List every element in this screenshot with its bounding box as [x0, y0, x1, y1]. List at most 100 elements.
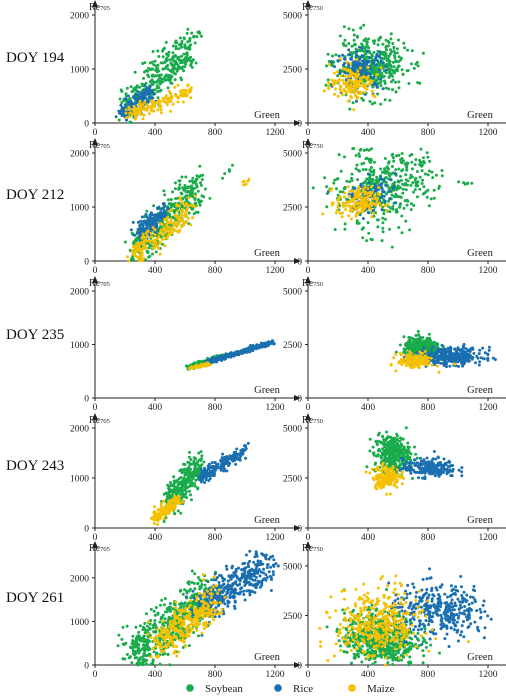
data-point — [129, 85, 133, 89]
data-point — [131, 241, 135, 245]
data-point — [190, 498, 193, 502]
data-point — [391, 60, 395, 64]
data-point — [200, 34, 203, 38]
data-point — [387, 172, 391, 176]
y-tick-label: 1000 — [70, 475, 89, 485]
data-point — [341, 211, 344, 215]
data-point — [382, 212, 386, 216]
data-point — [174, 93, 178, 96]
data-point — [425, 344, 429, 347]
data-point — [186, 475, 190, 479]
data-point — [421, 352, 424, 355]
data-point — [336, 74, 340, 78]
data-point — [343, 74, 347, 78]
data-point — [376, 225, 380, 229]
data-point — [486, 352, 490, 356]
x-tick-label: 1200 — [479, 266, 498, 276]
data-point — [163, 236, 167, 240]
data-point — [360, 64, 364, 68]
data-point — [370, 54, 374, 58]
data-point — [336, 70, 339, 74]
data-point — [221, 452, 225, 456]
data-point — [167, 511, 171, 515]
data-point — [187, 484, 191, 488]
data-point — [195, 174, 199, 178]
data-point — [183, 480, 187, 484]
y-axis-arrow — [305, 0, 311, 7]
data-point — [325, 185, 329, 189]
data-point — [157, 86, 161, 90]
data-point — [373, 194, 376, 197]
data-point — [208, 473, 211, 477]
data-point — [183, 463, 187, 466]
y-tick-label: 1000 — [70, 341, 89, 351]
data-point — [142, 256, 146, 260]
data-point — [348, 87, 351, 91]
data-point — [152, 204, 156, 208]
data-point — [336, 205, 340, 209]
data-point — [390, 193, 394, 197]
data-point — [354, 64, 358, 68]
data-point — [376, 92, 380, 96]
data-point — [343, 222, 347, 226]
data-point — [168, 229, 172, 232]
data-point — [409, 208, 413, 212]
data-point — [381, 61, 384, 65]
data-point — [157, 55, 161, 58]
data-point — [199, 181, 203, 185]
y-axis-label-subscript: 705 — [100, 418, 110, 425]
data-point — [461, 364, 464, 368]
data-point — [173, 213, 177, 217]
data-point — [164, 58, 168, 62]
data-point — [169, 74, 173, 78]
data-point — [355, 99, 358, 103]
data-point — [347, 214, 351, 218]
data-point — [152, 239, 156, 243]
data-point — [196, 198, 200, 202]
data-point — [370, 201, 374, 205]
data-point — [169, 218, 173, 222]
y-tick-label: 2000 — [70, 12, 89, 22]
data-point — [426, 173, 430, 177]
data-point — [235, 447, 239, 451]
data-point — [196, 487, 200, 491]
data-point — [367, 172, 371, 176]
y-axis-label-subscript: 705 — [100, 143, 110, 150]
data-point — [427, 352, 431, 356]
data-point — [387, 87, 391, 91]
data-point — [395, 51, 399, 55]
x-tick-label: 0 — [306, 266, 311, 276]
data-point — [162, 517, 166, 520]
data-point — [401, 359, 405, 363]
data-point — [167, 89, 171, 93]
data-point — [140, 235, 144, 239]
data-point — [365, 201, 369, 205]
data-point — [352, 147, 356, 150]
data-point — [174, 39, 178, 43]
data-point — [189, 96, 193, 100]
data-point — [433, 363, 437, 366]
data-point — [187, 204, 191, 208]
data-point — [394, 352, 398, 356]
data-point — [408, 362, 412, 366]
x-tick-label: 800 — [421, 533, 436, 543]
y-axis-label-subscript: 750 — [313, 281, 323, 288]
data-point — [132, 104, 136, 108]
data-point — [142, 90, 146, 94]
data-point — [375, 63, 379, 67]
data-point — [365, 148, 369, 152]
y-tick-label: 0 — [84, 525, 89, 535]
data-point — [266, 344, 270, 348]
x-axis-label: Green — [467, 515, 493, 526]
data-point — [367, 37, 371, 41]
data-point — [345, 60, 349, 64]
data-point — [421, 357, 425, 361]
data-point — [194, 478, 198, 482]
data-point — [423, 354, 427, 358]
data-point — [172, 209, 176, 213]
data-point — [185, 54, 189, 58]
data-point — [154, 224, 158, 227]
data-point — [390, 165, 394, 168]
data-point — [342, 88, 346, 92]
data-point — [436, 342, 440, 346]
